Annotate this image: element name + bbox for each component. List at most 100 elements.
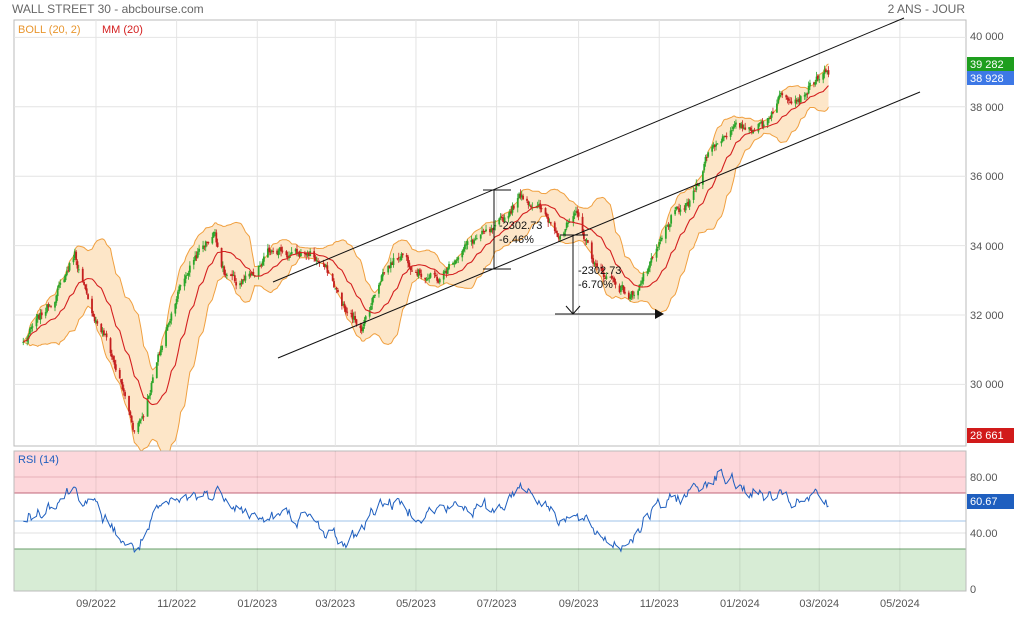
candle-body [584, 239, 587, 241]
candle-body [225, 274, 228, 276]
candle-body [716, 143, 719, 145]
candle-body [735, 122, 737, 125]
candle-body [344, 307, 347, 313]
candle-body [790, 101, 793, 104]
candle-body [824, 69, 827, 73]
time-tick-label: 01/2024 [720, 598, 760, 610]
candle-body [563, 232, 565, 236]
candle-body [73, 251, 76, 259]
candle-body [490, 228, 493, 233]
candle-body [355, 319, 358, 325]
candle-body [499, 216, 502, 218]
candle-body [104, 334, 107, 336]
candle-body [46, 304, 48, 313]
candle-body [187, 272, 190, 276]
candle-body [22, 341, 25, 343]
candle-body [826, 70, 829, 73]
candle-body [731, 130, 733, 132]
time-grid [95, 20, 901, 446]
candle-body [573, 213, 576, 216]
time-tick-label: 11/2023 [640, 598, 679, 610]
candle-body [133, 430, 136, 432]
measure-1-percent: -6.46% [499, 234, 534, 246]
candle-body [383, 272, 386, 274]
candle-body [272, 251, 275, 253]
candle-body [157, 354, 160, 362]
candle-body [372, 295, 375, 299]
candle-body [817, 75, 819, 79]
candle-body [609, 276, 612, 278]
legend-boll[interactable]: BOLL (20, 2) [18, 24, 81, 36]
candle-body [401, 253, 404, 256]
candle-body [362, 326, 364, 332]
candle-body [147, 395, 150, 399]
candle-body [655, 248, 658, 258]
candle-body [240, 282, 243, 284]
candle-body [249, 273, 252, 276]
candle-body [705, 156, 708, 158]
candle-body [100, 323, 103, 333]
time-tick-label: 03/2024 [799, 598, 839, 610]
candle-body [261, 261, 264, 266]
candle-body [289, 254, 292, 256]
candle-body [461, 251, 464, 258]
candle-body [637, 290, 639, 296]
candle-body [518, 193, 520, 199]
candle-body [50, 305, 52, 307]
candle-body [491, 228, 494, 231]
candle-body [277, 250, 280, 256]
candle-body [696, 184, 699, 186]
rsi-tag: 60.67 [967, 494, 1014, 509]
candle-body [177, 291, 179, 299]
candle-body [59, 282, 62, 285]
candle-body [651, 257, 654, 259]
candle-body [594, 263, 597, 265]
candle-body [92, 313, 95, 317]
candle-body [807, 85, 810, 94]
time-tick-label: 01/2023 [237, 598, 277, 610]
candle-body [466, 241, 469, 245]
candle-body [196, 251, 199, 258]
rsi-line [23, 468, 829, 554]
price-tag-current-text: 38 928 [970, 73, 1004, 85]
candle-body [285, 251, 288, 256]
candle-body [259, 265, 261, 267]
rsi-tag-text: 60.67 [970, 496, 998, 508]
candle-body [30, 326, 33, 330]
candle-body [165, 330, 167, 347]
channel-upper-line[interactable] [272, 17, 905, 283]
legend-rsi[interactable]: RSI (14) [18, 454, 59, 466]
rsi-tick: 40.00 [970, 528, 998, 540]
candle-body [516, 198, 519, 208]
candle-body [303, 253, 306, 255]
candle-body [341, 292, 343, 307]
channel-lower-line[interactable] [277, 91, 921, 359]
candle-body [687, 201, 690, 206]
trend-channel [272, 17, 921, 359]
candle-body [368, 310, 371, 317]
candle-body [511, 205, 514, 213]
candle-body [409, 266, 412, 271]
price-tag-high-bg [967, 57, 1014, 71]
candle-body [327, 272, 330, 274]
candle-body [547, 216, 550, 223]
measure-tool-1[interactable]: -2302.73 -6.46% [483, 189, 542, 270]
candle-body [326, 265, 329, 273]
candle-body [174, 303, 177, 314]
measure-tool-2[interactable]: -2302.73 -6.70% [555, 234, 664, 319]
price-tag-current-bg [967, 71, 1014, 85]
candle-body [389, 262, 392, 268]
candle-body [77, 269, 80, 271]
candle-body [331, 273, 334, 281]
candle-body [266, 248, 269, 258]
candle-body [544, 208, 547, 215]
candle-body [192, 259, 195, 265]
candle-body [559, 236, 561, 240]
candle-body [725, 136, 728, 138]
candle-body [659, 239, 662, 242]
candle-body [223, 266, 226, 275]
legend-mm[interactable]: MM (20) [102, 24, 143, 36]
candle-body [388, 265, 391, 269]
candle-body [456, 259, 458, 261]
